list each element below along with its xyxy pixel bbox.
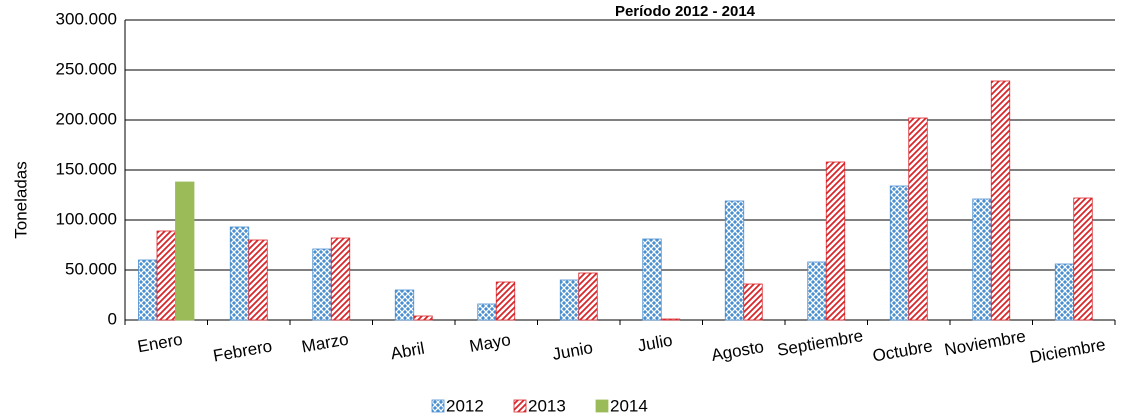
bar (889, 185, 910, 321)
legend-label: 2012 (446, 396, 484, 415)
bar (413, 315, 433, 321)
y-tick-label: 200.000 (56, 109, 117, 128)
bar (495, 281, 516, 321)
x-tick-label: Noviembre (943, 327, 1027, 360)
legend-label: 2013 (528, 396, 566, 415)
bar (743, 283, 763, 321)
legend-swatch (595, 399, 609, 413)
x-tick-label: Agosto (710, 337, 765, 365)
y-tick-label: 250.000 (56, 59, 117, 78)
bar (477, 303, 497, 321)
y-axis-label: Toneladas (11, 161, 30, 239)
y-tick-label: 300.000 (56, 9, 117, 28)
bar (394, 289, 415, 321)
bar (248, 239, 268, 321)
x-tick-label: Abril (389, 339, 426, 364)
legend-swatch (431, 399, 445, 413)
y-tick-label: 0 (108, 309, 117, 328)
legend-label: 2014 (610, 396, 648, 415)
bar (990, 80, 1011, 321)
bar (578, 272, 598, 321)
y-tick-label: 50.000 (65, 259, 117, 278)
x-tick-label: Marzo (300, 330, 350, 357)
y-tick-label: 100.000 (56, 209, 117, 228)
x-tick-label: Octubre (871, 336, 934, 365)
bar (1073, 197, 1093, 321)
legend-swatch (513, 399, 527, 413)
bar (807, 261, 827, 321)
x-tick-label: Julio (636, 331, 674, 356)
bar (138, 259, 158, 321)
x-tick-label: Septiembre (776, 326, 865, 360)
y-tick-label: 150.000 (56, 159, 117, 178)
bar (825, 161, 846, 321)
bar (972, 198, 992, 321)
bar (642, 238, 662, 321)
x-tick-label: Febrero (212, 336, 274, 365)
bar (330, 237, 351, 321)
bar (724, 200, 745, 321)
bar (559, 279, 580, 321)
x-tick-label: Mayo (468, 330, 512, 356)
bar (229, 226, 250, 321)
bar (175, 181, 195, 321)
chart-title: Período 2012 - 2014 (615, 3, 756, 20)
x-tick-label: Junio (551, 338, 594, 364)
bar (908, 117, 928, 321)
bar (156, 230, 176, 321)
x-tick-label: Enero (136, 330, 184, 357)
bar (1054, 263, 1075, 321)
x-tick-label: Diciembre (1028, 335, 1107, 367)
bar (660, 318, 681, 321)
bar (312, 248, 332, 321)
